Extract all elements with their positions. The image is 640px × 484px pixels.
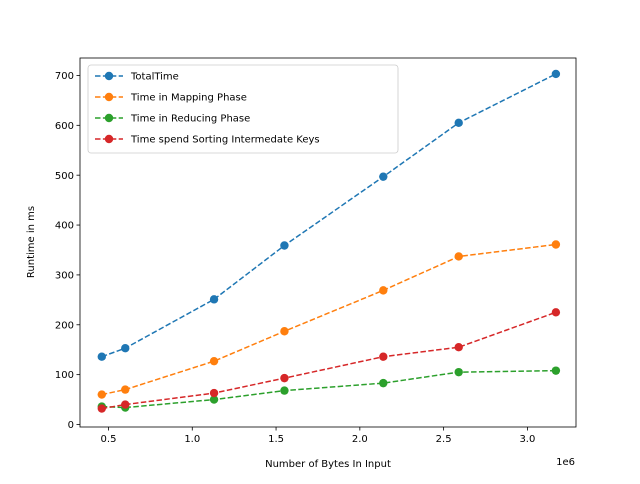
data-point	[454, 118, 463, 128]
data-point	[280, 373, 289, 383]
series-1	[97, 240, 561, 399]
x-tick-label: 3.0	[519, 434, 535, 445]
series-layer	[97, 69, 561, 413]
y-tick-label: 700	[55, 71, 74, 82]
data-point	[551, 366, 561, 375]
x-tick-label: 2.0	[352, 434, 368, 445]
y-tick-label: 100	[55, 370, 74, 381]
data-point	[280, 386, 289, 395]
plot-area	[79, 57, 577, 428]
data-point	[379, 378, 388, 388]
x-axis-label: Number of Bytes In Input	[265, 459, 391, 470]
series-line	[101, 369, 556, 409]
axes-frame	[79, 57, 577, 428]
y-tick-label: 300	[55, 271, 74, 282]
legend-item: Time in Mapping Phase	[95, 93, 247, 104]
data-point	[379, 352, 388, 361]
legend-marker	[104, 113, 114, 123]
ticks-layer: 0.5 1.0 1.5 2.0 2.5 3.0 0 100 200 300 400 500 600 700	[55, 71, 535, 445]
x-tick-label: 1.0	[184, 434, 200, 445]
legend-marker	[104, 134, 114, 144]
x-tick-label: 0.5	[101, 434, 117, 445]
data-point	[97, 404, 106, 413]
legend-item: Time spend Sorting Intermedate Keys	[95, 135, 320, 146]
legend-label: Time in Mapping Phase	[130, 93, 247, 104]
legend-item: TotalTime	[95, 72, 179, 83]
series-3	[97, 308, 561, 413]
legend-label: Time spend Sorting Intermedate Keys	[130, 135, 320, 146]
data-point	[97, 390, 106, 399]
series-line	[101, 311, 557, 410]
legend-box	[87, 64, 399, 154]
legend: TotalTime Time in Mapping Phase Time in Re…	[87, 64, 399, 154]
data-point	[121, 400, 130, 409]
data-point	[97, 352, 106, 361]
data-point	[454, 367, 463, 377]
data-point	[454, 252, 463, 261]
y-axis-label: Runtime in ms	[26, 206, 37, 278]
y-tick-label: 200	[55, 320, 74, 331]
data-point	[280, 327, 289, 336]
y-tick-label: 600	[55, 121, 74, 132]
x-tick-label: 2.5	[436, 434, 452, 445]
data-point	[454, 343, 463, 352]
data-point	[551, 308, 561, 317]
y-tick-label: 500	[55, 171, 74, 182]
legend-label: TotalTime	[130, 72, 179, 83]
y-tick-label: 400	[55, 221, 74, 232]
x-tick-label: 1.5	[268, 434, 284, 445]
data-point	[379, 286, 388, 295]
y-tick-label: 0	[68, 420, 74, 431]
data-point	[280, 241, 289, 250]
data-point	[379, 172, 388, 181]
data-point	[551, 69, 561, 79]
series-2	[97, 366, 561, 412]
legend-item: Time in Reducing Phase	[95, 114, 250, 125]
x-offset-label: 1e6	[556, 457, 575, 468]
data-point	[209, 356, 219, 366]
data-point	[121, 385, 130, 394]
series-0	[97, 69, 561, 361]
data-point	[209, 395, 219, 404]
data-point	[209, 295, 219, 304]
data-point	[209, 388, 219, 398]
legend-marker	[104, 71, 114, 81]
data-point	[551, 240, 561, 249]
legend-label: Time in Reducing Phase	[130, 114, 250, 125]
legend-marker	[104, 92, 114, 102]
data-point	[121, 344, 130, 353]
